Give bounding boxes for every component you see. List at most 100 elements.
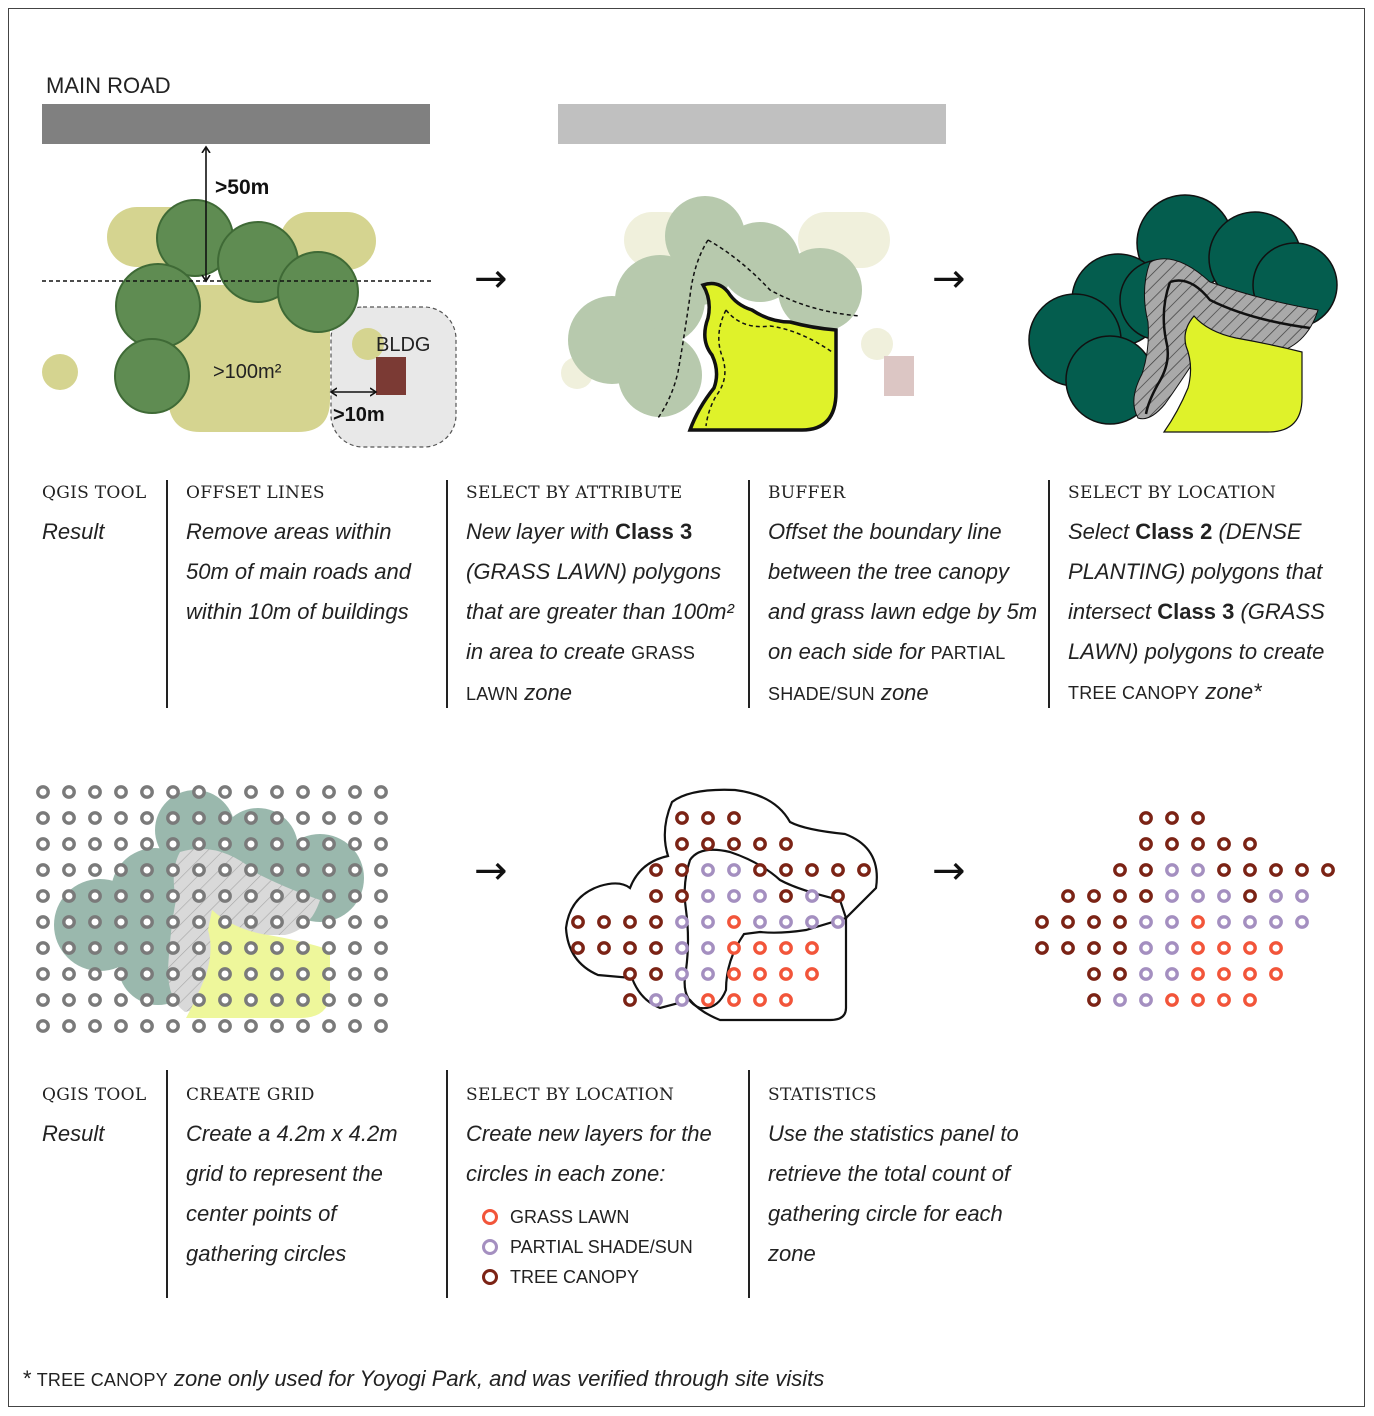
grid-point <box>322 993 336 1007</box>
partial-shade-point <box>701 889 715 903</box>
grid-point <box>36 1019 50 1033</box>
arrow-row2-2: → <box>932 848 966 894</box>
grid-points <box>36 785 388 1033</box>
partial-shade-point <box>753 889 767 903</box>
step-statistics-desc: Use the statistics panel to retrieve the… <box>768 1121 1019 1266</box>
grid-point <box>166 811 180 825</box>
tree-canopy-point <box>1269 863 1283 877</box>
grid-point <box>88 863 102 877</box>
grid-point <box>114 941 128 955</box>
step-select-attribute-tool: SELECT BY ATTRIBUTE <box>466 483 683 503</box>
panel-create-grid <box>36 785 388 1033</box>
grid-point <box>218 837 232 851</box>
grid-point <box>374 811 388 825</box>
partial-shade-point <box>675 993 689 1007</box>
row2-tool-header: QGIS TOOL <box>42 1085 147 1105</box>
grass-lawn-point <box>727 993 741 1007</box>
grid-point <box>114 811 128 825</box>
tree-canopy-point <box>1087 915 1101 929</box>
tree-canopy-point <box>597 941 611 955</box>
grid-point <box>322 811 336 825</box>
grid-point <box>218 915 232 929</box>
partial-shade-point <box>805 915 819 929</box>
tree-canopy-point <box>1061 915 1075 929</box>
legend-grass-lawn: GRASS LAWN <box>480 1202 693 1232</box>
grid-point <box>296 837 310 851</box>
footnote: * TREE CANOPY zone only used for Yoyogi … <box>22 1366 825 1391</box>
grid-point <box>114 915 128 929</box>
grid-point <box>270 863 284 877</box>
arrow-row2-1: → <box>474 848 508 894</box>
step-offset-lines-desc: Remove areas within 50m of main roads an… <box>186 519 412 624</box>
grid-point <box>62 1019 76 1033</box>
partial-shade-point <box>1165 967 1179 981</box>
partial-shade-point <box>1295 889 1309 903</box>
tree-canopy-point <box>1113 941 1127 955</box>
partial-shade-point <box>779 915 793 929</box>
grid-point <box>322 863 336 877</box>
tree-canopy-point <box>623 967 637 981</box>
grid-point <box>192 993 206 1007</box>
grid-point <box>114 785 128 799</box>
grid-point <box>62 993 76 1007</box>
partial-shade-point <box>1191 889 1205 903</box>
tree-canopy-point <box>779 889 793 903</box>
grid-point <box>140 967 154 981</box>
grid-point <box>166 1019 180 1033</box>
grid-point <box>88 915 102 929</box>
tree-canopy-point <box>779 863 793 877</box>
grid-point <box>218 967 232 981</box>
divider <box>166 1070 168 1298</box>
grid-point <box>322 889 336 903</box>
grid-point <box>166 785 180 799</box>
grid-point <box>348 785 362 799</box>
tree-canopy-point <box>1087 941 1101 955</box>
tree-canopy-point <box>1165 811 1179 825</box>
tree-canopy-point <box>1243 863 1257 877</box>
grid-point <box>62 811 76 825</box>
grid-point <box>62 863 76 877</box>
grid-point <box>296 967 310 981</box>
grid-point <box>374 837 388 851</box>
boundary-line <box>1144 279 1311 415</box>
partial-shade-point <box>1269 915 1283 929</box>
grid-point <box>270 967 284 981</box>
tree-canopy-point <box>727 811 741 825</box>
tree-canopy-point <box>1139 889 1153 903</box>
grass-dot-faded-right <box>861 328 893 360</box>
divider <box>748 480 750 708</box>
grass-lawn-point <box>805 941 819 955</box>
grid-point <box>140 993 154 1007</box>
tree-canopy-point <box>1139 811 1153 825</box>
grid-point <box>166 915 180 929</box>
grid-point <box>296 1019 310 1033</box>
grid-point <box>322 785 336 799</box>
grid-point <box>270 785 284 799</box>
partial-shade-point <box>1139 915 1153 929</box>
grid-point <box>114 1019 128 1033</box>
tree-canopy-point <box>1243 889 1257 903</box>
partial-shade-point <box>701 941 715 955</box>
grass-lawn-point <box>1243 941 1257 955</box>
grid-point <box>140 837 154 851</box>
grid-point <box>270 837 284 851</box>
grid-point <box>244 915 258 929</box>
grass-lawn-area <box>168 285 330 432</box>
grid-point <box>374 785 388 799</box>
buffer-line-outer <box>657 239 709 419</box>
grid-point <box>192 915 206 929</box>
grid-point <box>348 993 362 1007</box>
grid-point <box>192 785 206 799</box>
partial-shade-point <box>1243 915 1257 929</box>
grid-zone-grass <box>186 910 330 1018</box>
grid-point <box>322 967 336 981</box>
partial-shade-point <box>727 889 741 903</box>
partial-shade-point <box>1295 915 1309 929</box>
tree-canopy-point <box>649 889 663 903</box>
grid-point <box>192 889 206 903</box>
tree-canopy-point <box>753 863 767 877</box>
grid-point <box>218 993 232 1007</box>
tree-canopy-point <box>701 811 715 825</box>
grid-point <box>348 811 362 825</box>
